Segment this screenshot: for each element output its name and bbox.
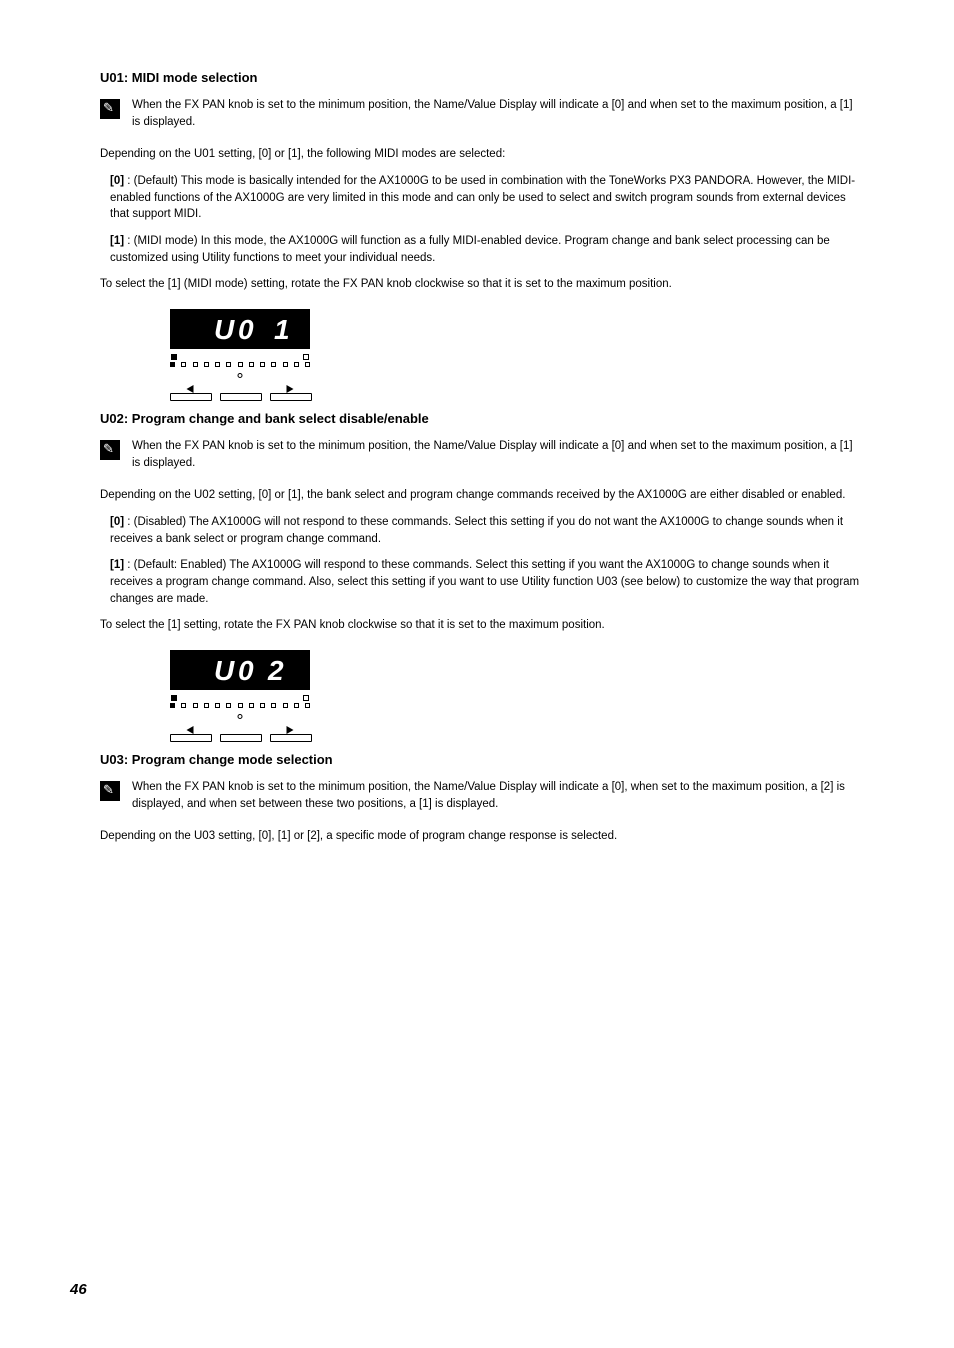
center-dot-icon (238, 373, 243, 378)
svg-text:U: U (214, 314, 235, 345)
lcd-value-u02: U 0 2 (214, 653, 304, 687)
lcd-screen: U 0 2 (170, 650, 310, 690)
para-u01-intro: Depending on the U01 setting, [0] or [1]… (100, 146, 864, 163)
svg-text:0: 0 (238, 655, 254, 686)
section-title-u02: U02: Program change and bank select disa… (100, 411, 864, 426)
right-arrow-icon (287, 385, 294, 393)
note-text-u02: When the FX PAN knob is set to the minim… (132, 438, 864, 471)
note-text-u03: When the FX PAN knob is set to the minim… (132, 779, 864, 812)
device-display-u01: U 0 1 (170, 309, 864, 395)
note-icon (100, 99, 120, 119)
scale-ticks (170, 362, 310, 368)
list-body: : (Default) This mode is basically inten… (110, 175, 855, 220)
left-arrow-icon (187, 726, 194, 734)
scale-max-icon (303, 354, 309, 360)
center-dot-icon (238, 714, 243, 719)
section-title-u03: U03: Program change mode selection (100, 752, 864, 767)
lcd-screen: U 0 1 (170, 309, 310, 349)
list-item-u01-1: [1] : (MIDI mode) In this mode, the AX10… (100, 233, 864, 266)
scale-min-icon (171, 695, 177, 701)
buttons-row (170, 387, 310, 395)
lcd-value-u01: U 0 1 (214, 312, 304, 346)
scale-row (170, 353, 310, 369)
note-text-u01: When the FX PAN knob is set to the minim… (132, 97, 864, 130)
list-body: : (Disabled) The AX1000G will not respon… (110, 516, 843, 545)
list-body: : (Default: Enabled) The AX1000G will re… (110, 559, 859, 604)
para-u03-intro: Depending on the U03 setting, [0], [1] o… (100, 828, 864, 845)
device-display-u02: U 0 2 (170, 650, 864, 736)
center-button[interactable] (220, 387, 260, 395)
scale-ticks (170, 703, 310, 709)
note-block-u01: When the FX PAN knob is set to the minim… (100, 97, 864, 130)
right-arrow-icon (287, 726, 294, 734)
center-button[interactable] (220, 728, 260, 736)
list-item-u02-0: [0] : (Disabled) The AX1000G will not re… (100, 514, 864, 547)
list-item-u02-1: [1] : (Default: Enabled) The AX1000G wil… (100, 557, 864, 607)
svg-text:1: 1 (274, 314, 290, 345)
prev-button[interactable] (170, 728, 210, 736)
note-icon (100, 781, 120, 801)
next-button[interactable] (270, 387, 310, 395)
prev-button[interactable] (170, 387, 210, 395)
page-number: 46 (70, 1281, 87, 1298)
next-button[interactable] (270, 728, 310, 736)
list-label: [0] (110, 516, 124, 528)
note-block-u02: When the FX PAN knob is set to the minim… (100, 438, 864, 471)
note-icon (100, 440, 120, 460)
list-label: [0] (110, 175, 124, 187)
para-u02-instruction: To select the [1] setting, rotate the FX… (100, 617, 864, 634)
scale-min-icon (171, 354, 177, 360)
svg-text:2: 2 (267, 655, 284, 686)
list-label: [1] (110, 235, 124, 247)
section-title-u01: U01: MIDI mode selection (100, 70, 864, 85)
svg-text:U: U (214, 655, 235, 686)
left-arrow-icon (187, 385, 194, 393)
list-body: : (MIDI mode) In this mode, the AX1000G … (110, 235, 830, 264)
para-u02-intro: Depending on the U02 setting, [0] or [1]… (100, 487, 864, 504)
para-u01-instruction: To select the [1] (MIDI mode) setting, r… (100, 276, 864, 293)
scale-row (170, 694, 310, 710)
scale-max-icon (303, 695, 309, 701)
list-item-u01-0: [0] : (Default) This mode is basically i… (100, 173, 864, 223)
buttons-row (170, 728, 310, 736)
note-block-u03: When the FX PAN knob is set to the minim… (100, 779, 864, 812)
svg-text:0: 0 (238, 314, 254, 345)
list-label: [1] (110, 559, 124, 571)
